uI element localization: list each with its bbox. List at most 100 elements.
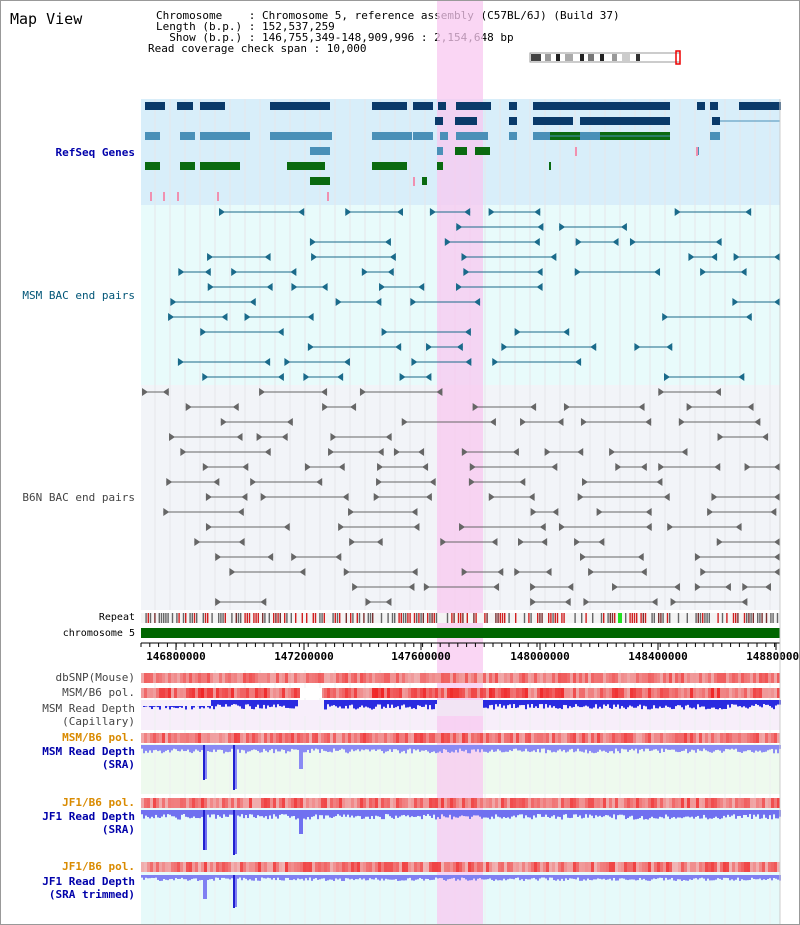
jf1-sra-depth-bar [301, 810, 303, 834]
repeat-element [750, 613, 752, 623]
jf1-trim-depth-bar [477, 875, 479, 879]
msm-bac-pair-end [559, 223, 566, 231]
msm-b6-pol-2-cell [708, 733, 711, 743]
msm-b6-pol-2-cell [603, 733, 606, 743]
b6n-bac-pair-end [545, 568, 552, 576]
jf1-trim-depth-bar [725, 875, 727, 878]
jf1-trim-depth-bar [515, 875, 517, 879]
track-label-msm-bac[interactable]: MSM BAC end pairs [22, 289, 135, 302]
msm-b6-pol-2-cell [636, 733, 639, 743]
track-label-repeat[interactable]: Repeat [98, 612, 135, 623]
jf1-b6-pol-2-cell [261, 862, 264, 872]
msm-sra-depth-bar [239, 745, 241, 753]
msm-cap-depth-bar [509, 700, 511, 705]
track-label-jf1-depth-sra[interactable]: JF1 Read Depth (SRA) [42, 810, 135, 836]
b6n-bac-pair-end [530, 508, 537, 516]
msm-sra-depth-bar [563, 745, 565, 750]
jf1-sra-depth-bar [457, 810, 459, 818]
jf1-b6-pol-2-cell [570, 862, 573, 872]
msm-b6-pol-cell [525, 688, 528, 698]
jf1-b6-pol-cell [240, 798, 243, 808]
msm-cap-depth-bar [767, 700, 769, 705]
msm-b6-pol-2-cell [519, 733, 522, 743]
jf1-trim-depth-bar [471, 875, 473, 881]
b6n-bac-pair-end [567, 583, 574, 591]
repeat-element [642, 613, 644, 623]
jf1-b6-pol-2-cell [387, 862, 390, 872]
dbsnp-density-cell [243, 673, 246, 683]
msm-sra-depth-bar [771, 745, 773, 749]
msm-sra-depth-bar [549, 745, 551, 751]
msm-sra-depth-bar [751, 745, 753, 752]
msm-sra-depth-bar [253, 745, 255, 750]
track-label-b6n-bac[interactable]: B6N BAC end pairs [22, 491, 135, 504]
jf1-trim-depth-bar [271, 875, 273, 880]
msm-b6-pol-2-cell [294, 733, 297, 743]
msm-b6-pol-cell [555, 688, 558, 698]
track-label-jf1-b6-pol[interactable]: JF1/B6 pol. [62, 796, 135, 809]
jf1-b6-pol-cell [180, 798, 183, 808]
msm-b6-pol-cell [348, 688, 351, 698]
msm-sra-depth-bar [211, 745, 213, 753]
jf1-b6-pol-cell [501, 798, 504, 808]
msm-b6-pol-cell [444, 688, 447, 698]
track-label-msm-b6-pol[interactable]: MSM/B6 pol. [62, 686, 135, 699]
msm-sra-depth-bar [403, 745, 405, 751]
jf1-sra-depth-bar [347, 810, 349, 815]
dbsnp-density-cell [273, 673, 276, 683]
msm-b6-pol-2-cell [552, 733, 555, 743]
msm-b6-pol-2-cell [351, 733, 354, 743]
track-label-msm-depth-capillary[interactable]: MSM Read Depth (Capillary) [42, 702, 135, 728]
jf1-trim-depth-bar [425, 875, 427, 879]
msm-b6-pol-2-cell [372, 733, 375, 743]
jf1-sra-depth-bar [613, 810, 615, 815]
msm-cap-depth-bar [673, 700, 675, 709]
jf1-b6-pol-cell [174, 798, 177, 808]
repeat-element [257, 613, 259, 623]
jf1-sra-depth-bar [307, 810, 309, 818]
msm-cap-depth-bar [287, 700, 289, 708]
dbsnp-density-cell [774, 673, 777, 683]
jf1-sra-depth-bar [147, 810, 149, 818]
msm-b6-pol-cell [627, 688, 630, 698]
track-label-msm-depth-sra[interactable]: MSM Read Depth (SRA) [42, 745, 135, 771]
track-label-jf1-b6-pol-2[interactable]: JF1/B6 pol. [62, 860, 135, 873]
jf1-sra-depth-bar [143, 810, 145, 819]
msm-b6-pol-cell [366, 688, 369, 698]
track-label-jf1-depth-trimmed[interactable]: JF1 Read Depth (SRA trimmed) [42, 875, 135, 901]
track-label-msm-b6-pol-2[interactable]: MSM/B6 pol. [62, 731, 135, 744]
jf1-sra-depth-bar [167, 810, 169, 815]
dbsnp-density-cell [570, 673, 573, 683]
jf1-sra-depth-bar [285, 810, 287, 815]
dbsnp-density-cell [372, 673, 375, 683]
msm-cap-depth-bar [753, 700, 755, 706]
track-label-refseq-genes[interactable]: RefSeq Genes [55, 146, 135, 159]
jf1-sra-depth-bar [363, 810, 365, 819]
msm-cap-depth-bar [633, 700, 635, 708]
jf1-sra-depth-bar [449, 810, 451, 815]
b6n-bac-pair-end [259, 388, 266, 396]
dbsnp-density-cell [756, 673, 759, 683]
jf1-b6-pol-cell [612, 798, 615, 808]
msm-cap-depth-bar [261, 700, 263, 709]
dbsnp-density-cell [324, 673, 327, 683]
msm-sra-depth-bar [393, 745, 395, 750]
repeat-element [717, 613, 719, 623]
msm-b6-pol-cell [660, 688, 663, 698]
b6n-bac-pair-end [539, 523, 546, 531]
jf1-trim-depth-bar [415, 875, 417, 880]
msm-bac-pair-end [343, 358, 350, 366]
jf1-b6-pol-2-cell [435, 862, 438, 872]
msm-b6-pol-2-cell [630, 733, 633, 743]
refseq-gene [440, 132, 448, 140]
b6n-bac-pair-end [338, 523, 345, 531]
msm-sra-depth-bar [177, 745, 179, 752]
jf1-b6-pol-cell [696, 798, 699, 808]
dbsnp-density-cell [507, 673, 510, 683]
jf1-trim-depth-bar [749, 875, 751, 880]
jf1-trim-depth-bar [449, 875, 451, 879]
b6n-bac-pair-end [742, 583, 749, 591]
jf1-trim-depth-bar [609, 875, 611, 879]
track-label-dbsnp[interactable]: dbSNP(Mouse) [55, 671, 135, 684]
